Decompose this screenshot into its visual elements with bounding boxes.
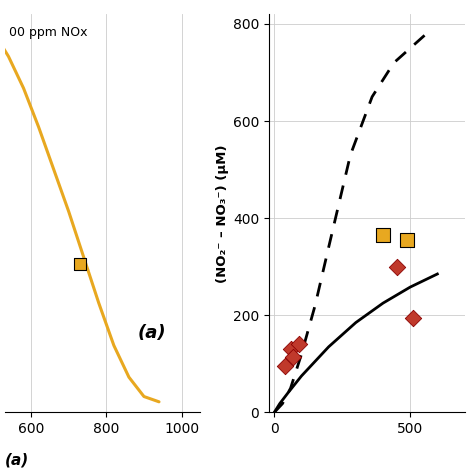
Point: [404, 236, 411, 244]
Point: [409, 314, 417, 321]
Point: [393, 263, 401, 271]
Text: 00 ppm NOx: 00 ppm NOx: [9, 26, 87, 39]
Text: (a): (a): [5, 452, 29, 467]
Point: [282, 363, 289, 370]
Point: [295, 341, 302, 348]
Point: [76, 261, 84, 268]
Point: [290, 353, 297, 360]
Point: [287, 346, 294, 353]
Text: (a): (a): [137, 324, 166, 342]
Y-axis label: (NO₂⁻ – NO₃⁻) (μM): (NO₂⁻ – NO₃⁻) (μM): [216, 144, 228, 283]
Point: [379, 231, 387, 239]
